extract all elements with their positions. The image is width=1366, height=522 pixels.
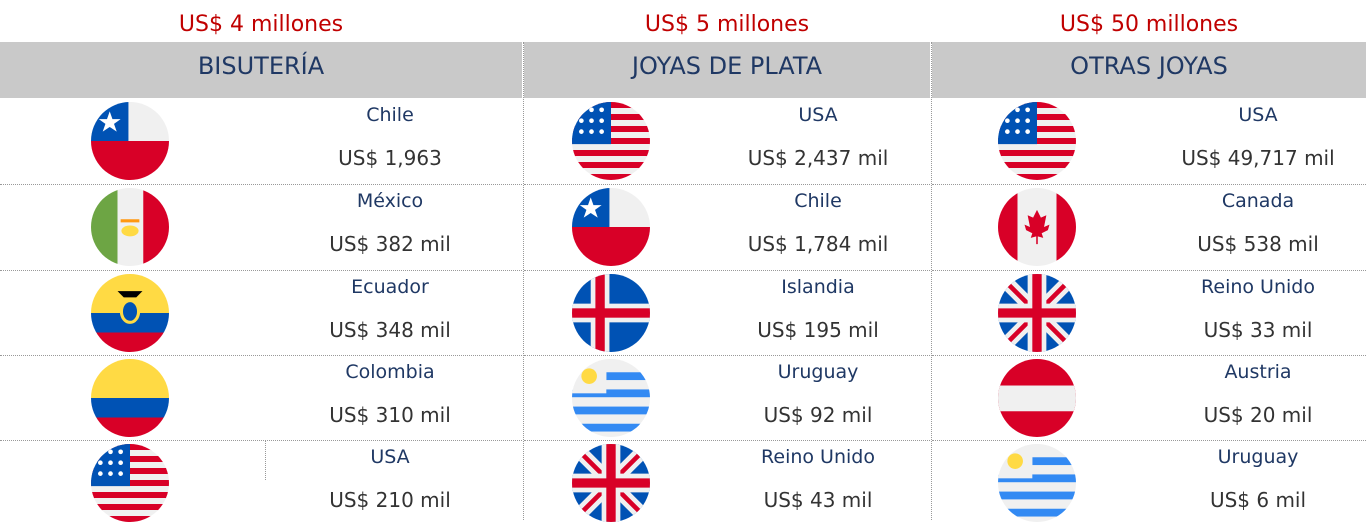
- flag: [91, 444, 169, 522]
- flag: [572, 102, 650, 180]
- flag-icon: [572, 359, 650, 437]
- country-name: Chile: [794, 190, 842, 212]
- country-value: US$ 20 mil: [1203, 403, 1313, 427]
- country-value: US$ 6 mil: [1209, 488, 1307, 512]
- flag-icon: [91, 444, 169, 522]
- country-name: USA: [1238, 104, 1278, 126]
- flag-icon: [998, 359, 1076, 437]
- country-value: US$ 382 mil: [329, 232, 451, 256]
- row-separator: [524, 184, 930, 185]
- flag-icon: [998, 444, 1076, 522]
- flag-icon: [91, 359, 169, 437]
- column-total: US$ 4 millones: [178, 12, 344, 37]
- country-name: Austria: [1224, 361, 1292, 383]
- country-value: US$ 43 mil: [763, 488, 873, 512]
- row-separator: [0, 440, 522, 441]
- country-name: USA: [798, 104, 838, 126]
- column-header: BISUTERÍA: [0, 42, 522, 98]
- country-name: México: [356, 190, 424, 212]
- flag-icon: [998, 102, 1076, 180]
- column-separator: [523, 42, 524, 520]
- row-separator: [524, 355, 930, 356]
- row-separator: [932, 184, 1366, 185]
- flag: [91, 274, 169, 352]
- flag: [572, 188, 650, 266]
- country-name: Uruguay: [777, 361, 859, 383]
- flag: [91, 188, 169, 266]
- country-name: Uruguay: [1217, 446, 1299, 468]
- country-value: US$ 1,784 mil: [747, 232, 889, 256]
- country-value: US$ 210 mil: [329, 488, 451, 512]
- flag-icon: [91, 102, 169, 180]
- flag: [998, 102, 1076, 180]
- country-name: Colombia: [345, 361, 435, 383]
- flag: [91, 102, 169, 180]
- row-separator: [524, 440, 930, 441]
- country-value: US$ 538 mil: [1197, 232, 1319, 256]
- flag-icon: [572, 188, 650, 266]
- country-value: US$ 310 mil: [329, 403, 451, 427]
- flag: [572, 444, 650, 522]
- flag: [998, 188, 1076, 266]
- column-header: OTRAS JOYAS: [932, 42, 1366, 98]
- row-separator: [0, 270, 522, 271]
- column-total: US$ 5 millones: [644, 12, 810, 37]
- country-value: US$ 33 mil: [1203, 318, 1313, 342]
- flag: [998, 274, 1076, 352]
- flag-icon: [572, 444, 650, 522]
- row-separator: [932, 440, 1366, 441]
- row-separator: [932, 270, 1366, 271]
- row-separator: [932, 355, 1366, 356]
- column-header: JOYAS DE PLATA: [524, 42, 930, 98]
- flag: [998, 444, 1076, 522]
- country-value: US$ 92 mil: [763, 403, 873, 427]
- flag-icon: [91, 188, 169, 266]
- country-name: USA: [370, 446, 410, 468]
- country-value: US$ 49,717 mil: [1181, 146, 1335, 170]
- country-name: Islandia: [781, 276, 855, 298]
- country-name: Reino Unido: [1201, 276, 1315, 298]
- country-name: Reino Unido: [761, 446, 875, 468]
- column-separator: [931, 42, 932, 520]
- country-name: Chile: [366, 104, 414, 126]
- flag-icon: [91, 274, 169, 352]
- country-value: US$ 348 mil: [329, 318, 451, 342]
- country-value: US$ 2,437 mil: [747, 146, 889, 170]
- flag: [572, 274, 650, 352]
- flag-icon: [572, 102, 650, 180]
- country-value: US$ 195 mil: [757, 318, 879, 342]
- flag-icon: [998, 274, 1076, 352]
- cell-separator: [265, 440, 266, 480]
- flag: [91, 359, 169, 437]
- flag: [998, 359, 1076, 437]
- country-name: Ecuador: [351, 276, 429, 298]
- flag-icon: [572, 274, 650, 352]
- country-name: Canada: [1221, 190, 1295, 212]
- row-separator: [524, 270, 930, 271]
- row-separator: [0, 355, 522, 356]
- row-separator: [0, 184, 522, 185]
- country-value: US$ 1,963: [338, 146, 442, 170]
- flag: [572, 359, 650, 437]
- flag-icon: [998, 188, 1076, 266]
- column-total: US$ 50 millones: [1059, 12, 1239, 37]
